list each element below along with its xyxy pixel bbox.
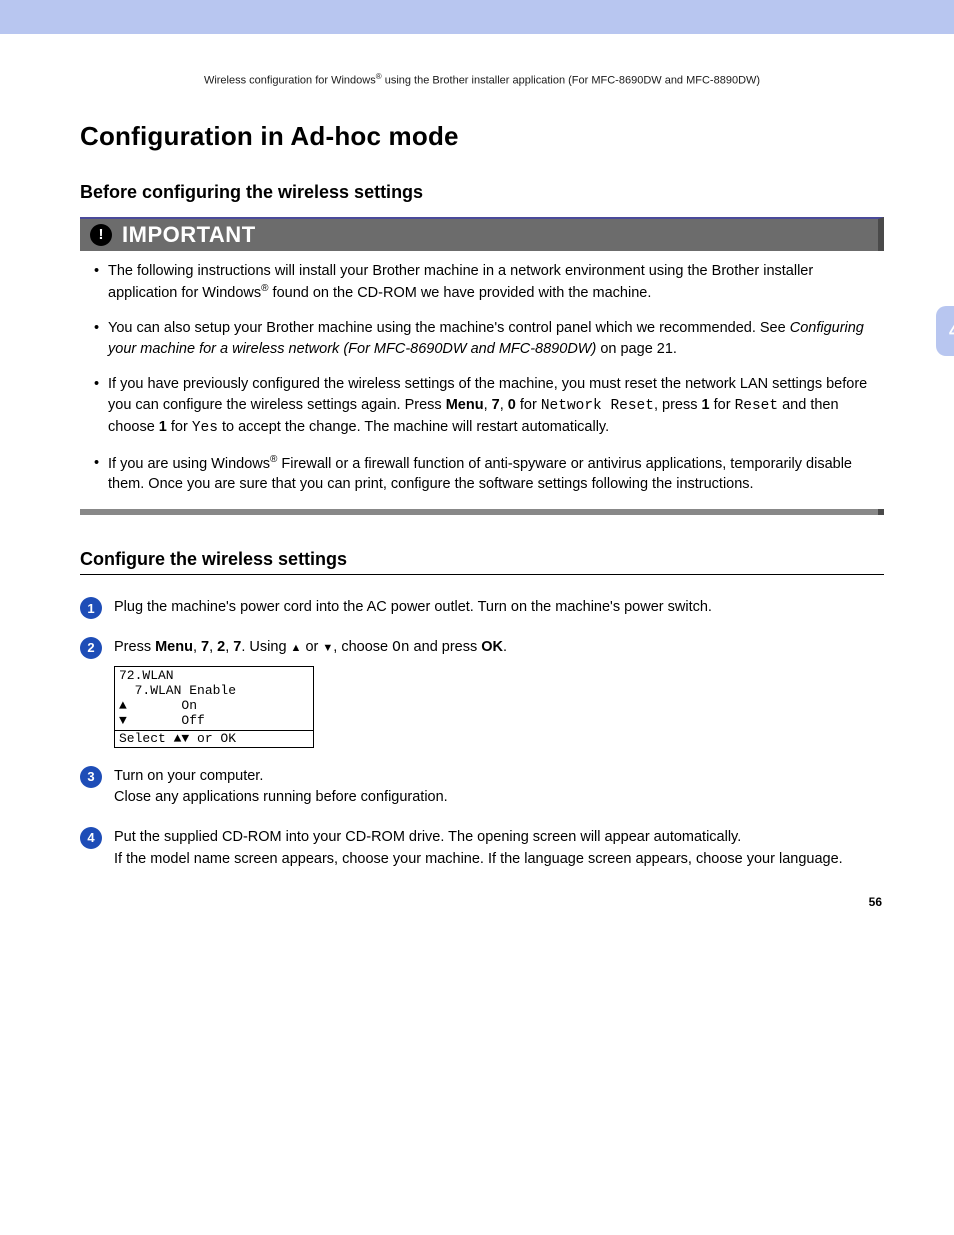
text: for	[710, 397, 735, 413]
important-icon: !	[90, 224, 112, 246]
step-item: 1 Plug the machine's power cord into the…	[80, 597, 884, 619]
important-bullet: If you have previously configured the wi…	[94, 374, 878, 439]
top-stripe	[0, 0, 954, 34]
page-body: Wireless configuration for Windows ® usin…	[0, 34, 954, 929]
step-number-badge: 4	[80, 827, 102, 849]
page-title: Configuration in Ad-hoc mode	[80, 121, 884, 152]
lcd-line: ▼ Off	[119, 713, 205, 728]
step-number-badge: 2	[80, 637, 102, 659]
step-item: 2 Press Menu, 7, 2, 7. Using ▲ or ▼, cho…	[80, 637, 884, 747]
section2-title: Configure the wireless settings	[80, 549, 884, 575]
lcd-display: 72.WLAN 7.WLAN Enable ▲ On ▼ Off Select ▲…	[114, 666, 314, 748]
lcd-line: 7.WLAN Enable	[119, 683, 236, 698]
step-item: 4 Put the supplied CD-ROM into your CD-R…	[80, 827, 884, 871]
step-number-badge: 3	[80, 766, 102, 788]
page-number: 56	[869, 895, 882, 909]
lcd-line: Select ▲▼ or OK	[119, 731, 236, 746]
menu-item: Network Reset	[541, 398, 654, 414]
text: You can also setup your Brother machine …	[108, 320, 790, 336]
lcd-line: ▲ On	[119, 698, 197, 713]
key-name: OK	[481, 639, 503, 655]
step-list: 1 Plug the machine's power cord into the…	[80, 597, 884, 870]
text: Press	[114, 639, 155, 655]
step-item: 3 Turn on your computer. Close any appli…	[80, 766, 884, 810]
menu-item: Yes	[192, 420, 218, 436]
step-text: Press Menu, 7, 2, 7. Using ▲ or ▼, choos…	[114, 639, 507, 655]
important-bullet: The following instructions will install …	[94, 261, 878, 304]
header-pre: Wireless configuration for Windows	[204, 75, 376, 87]
key-name: 1	[702, 397, 710, 413]
text: on page 21.	[596, 341, 677, 357]
text: and press	[410, 639, 482, 655]
key-name: 1	[159, 419, 167, 435]
key-name: Menu	[446, 397, 484, 413]
text: ,	[193, 639, 201, 655]
important-bullet-list: The following instructions will install …	[80, 261, 884, 496]
text: to accept the change. The machine will r…	[218, 419, 609, 435]
step-text: Close any applications running before co…	[114, 787, 884, 809]
important-callout-bar: ! IMPORTANT	[80, 217, 884, 251]
menu-item: On	[392, 640, 409, 656]
text: , choose	[333, 639, 392, 655]
text: found on the CD-ROM we have provided wit…	[269, 285, 652, 301]
key-name: 7	[492, 397, 500, 413]
text: ,	[484, 397, 492, 413]
header-post: using the Brother installer application …	[382, 75, 760, 87]
text: . Using	[241, 639, 290, 655]
text: .	[503, 639, 507, 655]
important-bullet: If you are using Windows® Firewall or a …	[94, 453, 878, 496]
step-number-badge: 1	[80, 597, 102, 619]
reg-mark: ®	[261, 283, 268, 294]
text: , press	[654, 397, 702, 413]
important-bullet: You can also setup your Brother machine …	[94, 318, 878, 360]
step-text: Plug the machine's power cord into the A…	[114, 599, 712, 615]
text: for	[516, 397, 541, 413]
step-text: Turn on your computer.	[114, 766, 884, 788]
text: ,	[209, 639, 217, 655]
lcd-line: 72.WLAN	[119, 668, 174, 683]
step-text: Put the supplied CD-ROM into your CD-ROM…	[114, 827, 884, 849]
chapter-side-tab: 4	[936, 306, 954, 356]
key-name: Menu	[155, 639, 193, 655]
key-name: 7	[201, 639, 209, 655]
menu-item: Reset	[735, 398, 779, 414]
important-label: IMPORTANT	[122, 222, 256, 248]
step-text: If the model name screen appears, choose…	[114, 849, 884, 871]
text: ,	[500, 397, 508, 413]
text: for	[167, 419, 192, 435]
text: or	[301, 639, 322, 655]
down-arrow-icon: ▼	[322, 642, 333, 654]
running-header: Wireless configuration for Windows® usin…	[80, 72, 884, 87]
text: If you are using Windows	[108, 455, 270, 471]
section1-title: Before configuring the wireless settings	[80, 182, 884, 203]
section-separator	[80, 509, 884, 515]
up-arrow-icon: ▲	[291, 642, 302, 654]
key-name: 0	[508, 397, 516, 413]
